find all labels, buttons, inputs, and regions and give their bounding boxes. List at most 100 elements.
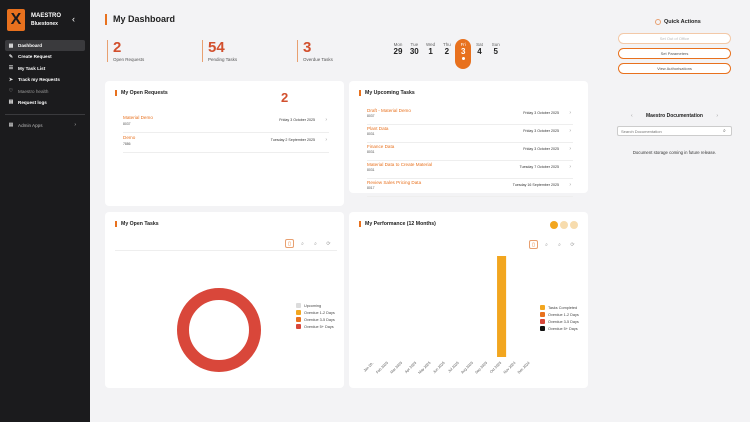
page-title: My Dashboard <box>105 14 175 25</box>
zoom-out-icon[interactable]: ⌕ <box>558 241 561 248</box>
performance-toolbar: ▯ ⌕ ⌕ ⟳ <box>525 240 577 249</box>
view-authorisations-button[interactable]: View Authorisations <box>618 63 731 74</box>
item-id: 8037 <box>123 122 131 126</box>
list-item[interactable]: Finance Data 8031 Friday 3 October 2025 › <box>367 143 573 161</box>
stat-overdue-tasks[interactable]: 3 Overdue Tasks <box>297 40 333 62</box>
list-item[interactable]: Plant Data 8031 Friday 3 October 2025 › <box>367 125 573 143</box>
zoom-in-icon[interactable]: ⌕ <box>301 240 304 247</box>
brand-sub: Bluestonex <box>31 21 58 27</box>
x-tick-label: Sep 2025 <box>474 361 488 375</box>
legend-item[interactable]: Overdue 1-2 Days <box>296 309 335 316</box>
open-requests-card: My Open Requests 2 Material Demo 8037 Frid… <box>105 81 344 206</box>
collapse-sidebar-icon[interactable]: ‹ <box>72 14 75 24</box>
item-title: Review Sales Pricing Data <box>367 180 422 185</box>
chevron-right-icon[interactable]: › <box>325 117 327 123</box>
day[interactable]: Sat 4 <box>471 42 487 69</box>
restore-icon[interactable]: ▯ <box>529 240 538 249</box>
documentation-search-input[interactable] <box>617 126 732 136</box>
x-tick-label: Feb 2025 <box>375 361 389 375</box>
list-item[interactable]: Review Sales Pricing Data 8017 Tuesday 16 … <box>367 179 573 197</box>
stat-open-requests[interactable]: 2 Open Requests <box>107 40 144 62</box>
day-name: Wed <box>426 42 436 47</box>
day[interactable]: Tue 30 <box>406 42 422 69</box>
chevron-right-icon[interactable]: › <box>569 110 571 116</box>
zoom-out-icon[interactable]: ⌕ <box>314 240 317 247</box>
sidebar: X MAESTRO Bluestonex ‹ ▦ Dashboard ✎ Create… <box>0 0 90 422</box>
item-date: Friday 3 October 2025 <box>523 129 559 133</box>
chevron-right-icon[interactable]: › <box>569 182 571 188</box>
day[interactable]: Sun 5 <box>488 42 504 69</box>
stat-label: Open Requests <box>113 57 145 62</box>
chevron-right-icon[interactable]: › <box>569 146 571 152</box>
next-arrow-icon[interactable]: › <box>716 113 718 119</box>
list-item[interactable]: Material Data to Create Material 8031 Tues… <box>367 161 573 179</box>
restore-icon[interactable]: ▯ <box>285 239 294 248</box>
list-item[interactable]: Demo 7886 Tuesday 2 September 2025 › <box>123 134 329 153</box>
legend-item[interactable]: Overdue 1-2 Days <box>540 311 579 318</box>
page-dot[interactable] <box>570 221 578 229</box>
open-tasks-card: My Open Tasks ▯ ⌕ ⌕ ⟳ Upcoming Overdue 1-… <box>105 212 344 388</box>
reset-icon[interactable]: ⟳ <box>326 240 331 247</box>
set-out-of-office-button[interactable]: Set Out of Office <box>618 33 731 44</box>
x-tick-label: Dec 2024 <box>517 361 531 375</box>
performance-legend: Tasks Completed Overdue 1-2 Days Overdue 3… <box>540 304 579 332</box>
prev-arrow-icon[interactable]: ‹ <box>631 113 633 119</box>
item-id: 8031 <box>367 150 375 154</box>
legend-item[interactable]: Upcoming <box>296 302 335 309</box>
chevron-right-icon[interactable]: › <box>569 164 571 170</box>
upcoming-tasks-card: My Upcoming Tasks Draft - Material Demo 8… <box>349 81 588 197</box>
page-dot[interactable] <box>560 221 568 229</box>
day[interactable]: Mon 29 <box>390 42 406 69</box>
donut-slice[interactable] <box>177 288 261 372</box>
legend-swatch <box>540 326 545 331</box>
legend-swatch <box>296 310 301 315</box>
list-item[interactable]: Draft - Material Demo 8037 Friday 3 Octobe… <box>367 107 573 125</box>
open-tasks-legend: Upcoming Overdue 1-2 Days Overdue 3-5 Days… <box>296 302 335 330</box>
legend-item[interactable]: Overdue 3-5 Days <box>296 316 335 323</box>
admin-apps-item[interactable]: ▦ Admin Apps › <box>8 122 76 128</box>
search-icon[interactable]: ⌕ <box>723 128 726 134</box>
legend-label: Overdue 3-5 Days <box>548 319 579 324</box>
x-tick-label: Apr 2025 <box>404 361 417 374</box>
legend-swatch <box>540 312 545 317</box>
sidebar-item-request-logs[interactable]: ▤ Request logs <box>5 97 85 108</box>
sidebar-item-track-my-requests[interactable]: ➤ Track my Requests <box>5 74 85 85</box>
chevron-right-icon[interactable]: › <box>569 128 571 134</box>
item-title: Material Data to Create Material <box>367 162 433 167</box>
brand[interactable]: X MAESTRO Bluestonex <box>7 9 61 31</box>
page-dot-active[interactable] <box>550 221 558 229</box>
legend-label: Overdue 5+ Days <box>304 324 334 329</box>
legend-item[interactable]: Overdue 3-5 Days <box>540 318 579 325</box>
day[interactable]: Wed 1 <box>423 42 439 69</box>
plus-icon: ✎ <box>8 53 14 60</box>
day-name: Sat <box>476 42 483 47</box>
x-tick-label: Aug 2025 <box>460 361 474 375</box>
zoom-in-icon[interactable]: ⌕ <box>545 241 548 248</box>
list-icon: ☰ <box>8 65 14 72</box>
sidebar-item-create-request[interactable]: ✎ Create Request <box>5 51 85 62</box>
sidebar-item-dashboard[interactable]: ▦ Dashboard <box>5 40 85 51</box>
chevron-right-icon[interactable]: › <box>325 137 327 143</box>
legend-item[interactable]: Tasks Completed <box>540 304 579 311</box>
legend-label: Overdue 5+ Days <box>548 326 578 331</box>
sidebar-item-my-task-list[interactable]: ☰ My Task List <box>5 63 85 74</box>
day[interactable]: Thu 2 <box>439 42 455 69</box>
set-parameters-button[interactable]: Set Parameters <box>618 48 731 59</box>
x-tick-label: Oct 2025 <box>489 361 502 374</box>
bar[interactable] <box>497 256 507 357</box>
open-tasks-donut-chart <box>177 288 261 372</box>
reset-icon[interactable]: ⟳ <box>570 241 575 248</box>
stat-pending-tasks[interactable]: 54 Pending Tasks <box>202 40 237 62</box>
legend-item[interactable]: Overdue 5+ Days <box>296 323 335 330</box>
legend-label: Overdue 3-5 Days <box>304 317 335 322</box>
x-tick-label: Jul 2025 <box>447 361 459 373</box>
item-id: 7886 <box>123 142 131 146</box>
item-date: Tuesday 16 September 2025 <box>512 183 559 187</box>
legend-item[interactable]: Overdue 5+ Days <box>540 325 579 332</box>
item-date: Friday 3 October 2025 <box>279 118 315 122</box>
sidebar-item-maestro-health[interactable]: ♡ Maestro health <box>5 86 85 97</box>
pagination-dots <box>548 221 578 229</box>
documentation-header: ‹ Maestro Documentation › <box>617 113 732 119</box>
day-today[interactable]: Fri 3 <box>455 39 472 69</box>
list-item[interactable]: Material Demo 8037 Friday 3 October 2025 › <box>123 114 329 133</box>
